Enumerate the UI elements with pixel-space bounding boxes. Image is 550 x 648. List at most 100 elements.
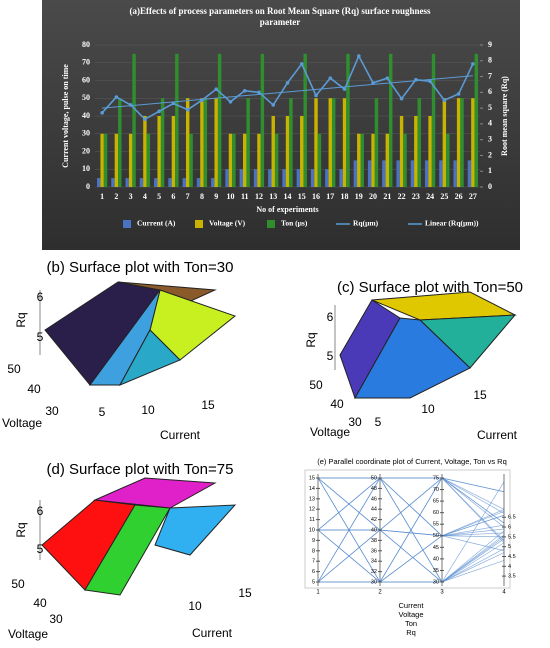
z-tick-label: 6 [37, 504, 44, 518]
axis-tick-label: 5 [312, 579, 315, 585]
bar [154, 178, 158, 187]
bar [125, 178, 129, 187]
bar [374, 98, 379, 187]
y-tick-label: 50 [82, 93, 90, 102]
x-tick-label: 10 [421, 402, 435, 416]
bar [171, 116, 176, 187]
y-tick-label: 40 [330, 397, 344, 411]
x-tick-label: 1 [316, 590, 320, 596]
bar [100, 133, 104, 187]
bar [203, 98, 208, 187]
z-tick-label: 6 [327, 310, 334, 324]
surface-c [334, 291, 517, 400]
bar [339, 169, 343, 187]
y2-tick-label: 0 [488, 182, 492, 191]
line-marker [314, 93, 318, 98]
dimension-label: Current [398, 601, 424, 610]
axis-tick-label: 5 [508, 544, 511, 550]
bar [118, 98, 122, 187]
y-axis-label: Voltage [8, 627, 48, 641]
line-marker [442, 98, 447, 103]
z-tick-label: 5 [37, 542, 44, 556]
bar [268, 169, 272, 187]
axis-tick-label: 40 [433, 556, 439, 562]
bar [196, 178, 201, 187]
bar [282, 169, 286, 187]
bar [274, 133, 279, 187]
axis-tick-label: 15 [309, 475, 315, 481]
bar [185, 98, 190, 187]
x-tick-label: 9 [214, 192, 218, 201]
axis-tick-label: 8 [312, 548, 315, 554]
bar [453, 160, 457, 187]
axis-tick-label: 4.5 [508, 554, 516, 560]
bar [168, 178, 172, 187]
surface-b [39, 281, 237, 387]
y-tick-label: 60 [82, 75, 90, 84]
x-axis-label: Current [160, 428, 201, 442]
x-tick-label: 18 [341, 192, 349, 201]
bar [467, 160, 472, 187]
bar [232, 133, 236, 187]
axis-tick-label: 55 [433, 522, 439, 528]
chart-title: (e) Parallel coordinate plot of Current,… [317, 457, 507, 466]
axis-tick-label: 5.5 [508, 534, 516, 540]
line-marker [185, 107, 190, 112]
y2-tick-label: 5 [488, 103, 492, 112]
surface-d [39, 477, 237, 596]
bar [303, 53, 307, 187]
legend-label: Rq(µm) [353, 219, 379, 228]
bar [371, 133, 375, 187]
y2-axis-label: Root mean square (Rq) [500, 76, 509, 156]
z-axis-label: Rq [304, 332, 318, 347]
panel-a-background [42, 0, 520, 250]
bar [328, 98, 332, 187]
bar [214, 98, 218, 187]
y-tick-label: 50 [11, 577, 25, 591]
bar [460, 98, 464, 187]
axis-tick-label: 36 [371, 548, 377, 554]
y-axis-label: Current voltage, pulse on time [61, 64, 70, 168]
x-tick-label: 13 [269, 192, 277, 201]
x-tick-label: 3 [129, 192, 133, 201]
y-tick-label: 30 [82, 129, 90, 138]
bar [410, 160, 415, 187]
x-tick-label: 2 [114, 192, 118, 201]
line-marker [471, 62, 475, 66]
axis-tick-label: 50 [433, 533, 439, 539]
chart-title: (a)Effects of process parameters on Root… [130, 6, 431, 16]
line-marker [456, 92, 461, 96]
legend-label: Current (A) [137, 219, 176, 228]
line-marker [228, 100, 233, 104]
axis-tick-label: 42 [371, 517, 377, 523]
parallel-line [318, 477, 505, 493]
axis-tick-label: 6 [312, 569, 315, 575]
bar [296, 169, 301, 187]
y-tick-label: 50 [309, 378, 323, 392]
line-marker [171, 101, 176, 106]
x-tick-label: 5 [157, 192, 161, 201]
x-tick-label: 17 [326, 192, 334, 201]
x-tick-label: 21 [383, 192, 391, 201]
x-tick-label: 24 [426, 192, 434, 201]
axis-tick-label: 65 [433, 499, 439, 505]
axis-tick-label: 6.5 [508, 515, 516, 521]
y-tick-label: 70 [82, 58, 90, 67]
line-marker [271, 103, 276, 107]
y-axis-label: Voltage [2, 416, 42, 430]
axis-tick-label: 46 [371, 496, 377, 502]
y-tick-label: 0 [86, 182, 90, 191]
dimension-label: Voltage [398, 610, 423, 619]
x-axis-label: No of experiments [256, 205, 318, 214]
y2-tick-label: 8 [488, 56, 492, 65]
z-axis-label: Rq [14, 312, 28, 327]
axis-tick-label: 48 [371, 486, 377, 492]
bar [160, 98, 165, 187]
axis-tick-label: 7 [312, 559, 315, 565]
y-tick-label: 40 [27, 382, 41, 396]
bar [414, 116, 418, 187]
y-tick-label: 40 [33, 596, 47, 610]
bar [103, 133, 108, 187]
x-tick-label: 8 [200, 192, 204, 201]
bar [271, 116, 275, 187]
